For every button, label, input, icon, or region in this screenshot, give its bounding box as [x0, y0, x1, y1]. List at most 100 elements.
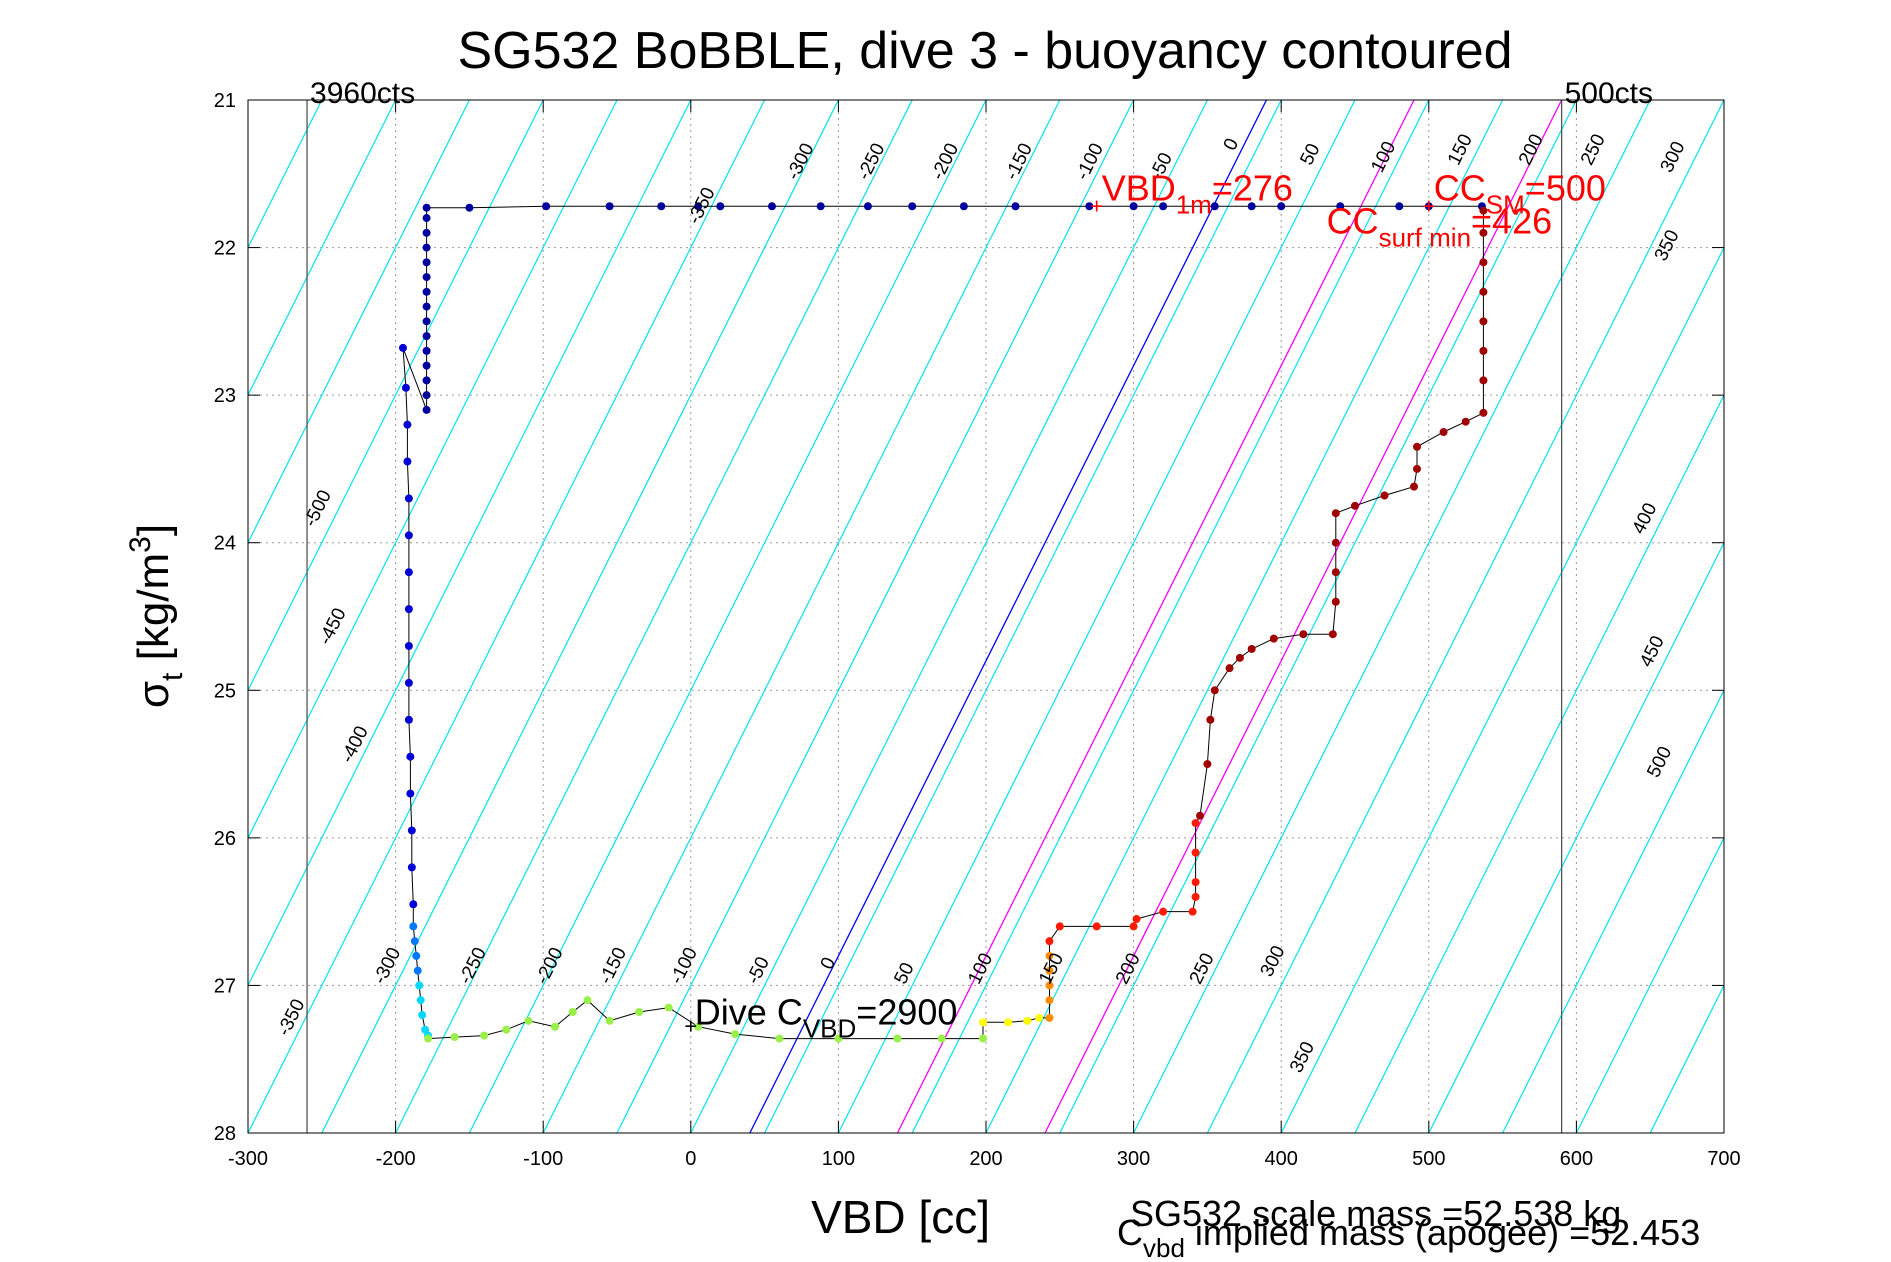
x-tick-label: 100 [822, 1148, 855, 1170]
annotation-label: Dive CVBD=2900 [695, 992, 958, 1044]
trace-point [404, 715, 413, 724]
annotation-subscript: SM [1486, 189, 1525, 219]
annotation-main: CC [1327, 200, 1379, 241]
trace-point [908, 202, 917, 211]
trace-point [407, 863, 416, 872]
trace-point [422, 258, 431, 267]
x-tick-label: 400 [1265, 1148, 1298, 1170]
y-label-symbol: σ [129, 681, 178, 708]
trace-point [1395, 202, 1404, 211]
trace-point [1331, 597, 1340, 606]
x-tick-label: -100 [523, 1148, 563, 1170]
trace-point [422, 317, 431, 326]
contour-line [248, 100, 544, 692]
reference-lines [749, 100, 1563, 1133]
trace-point [1129, 202, 1138, 211]
trace-point [1210, 202, 1219, 211]
trace-point [1247, 202, 1256, 211]
y-tick-label: 26 [214, 828, 236, 850]
trace-point [1191, 878, 1200, 887]
trace-point [605, 1016, 614, 1025]
trace-point [731, 1030, 740, 1039]
trace-point [407, 826, 416, 835]
trace-point [551, 1022, 560, 1031]
trace-point [1479, 206, 1488, 215]
trace-point [1132, 915, 1141, 924]
trace-point [1159, 202, 1168, 211]
trace-point [422, 228, 431, 237]
trace-point [893, 1034, 902, 1043]
contour-line [321, 100, 839, 1133]
trace-point [406, 752, 415, 761]
x-tick-label: 700 [1707, 1148, 1740, 1170]
reference-line [896, 100, 1415, 1133]
x-tick-label: 300 [1117, 1148, 1150, 1170]
contour-line [1059, 100, 1577, 1133]
contour-line [837, 100, 1356, 1133]
contour-line [468, 100, 987, 1133]
annotation-main: Dive C [695, 992, 803, 1033]
trace-point [409, 900, 418, 909]
contour-line [1133, 100, 1651, 1133]
trace-point [863, 202, 872, 211]
trace-point [834, 1034, 843, 1043]
reference-line [749, 100, 1268, 1133]
trace-point [1045, 981, 1054, 990]
trace-point [1210, 686, 1219, 695]
trace-point [1331, 538, 1340, 547]
trace-point [1380, 491, 1389, 500]
contour-line [1428, 541, 1724, 1133]
x-tick-label: 200 [969, 1148, 1002, 1170]
trace-point [1055, 922, 1064, 931]
contour-line [1575, 836, 1724, 1133]
trace-point [422, 273, 431, 282]
annotation-value: =426 [1471, 200, 1552, 241]
annotation-subscript: VBD [803, 1014, 856, 1044]
trace-point [959, 202, 968, 211]
trace-point [422, 346, 431, 355]
trace-point [422, 302, 431, 311]
trace-point [657, 202, 666, 211]
trace-point [524, 1016, 533, 1025]
trace-point [422, 391, 431, 400]
x-tick-label: -300 [228, 1148, 268, 1170]
vbd-limit-label: 500cts [1565, 77, 1653, 110]
annotation-value: =500 [1525, 167, 1606, 208]
annotation-label: CCsurf min=426 [1327, 200, 1553, 252]
x-axis-ticks: -300 -200 -100 0 100 200 300 400 500 600 700 [228, 100, 1741, 1170]
contour-line [248, 100, 397, 397]
trace-point [664, 1003, 673, 1012]
trace-point [502, 1025, 511, 1034]
trace-point [404, 678, 413, 687]
trace-point [1045, 937, 1054, 946]
trace-point [1045, 1013, 1054, 1022]
trace-point [424, 1034, 433, 1043]
trace-point [1247, 644, 1256, 653]
y-label-unit: [kg/m [129, 553, 178, 673]
trace-point [418, 1010, 427, 1019]
trace-point [1439, 428, 1448, 437]
trace-point [422, 376, 431, 385]
trace-point [1412, 464, 1421, 473]
trace-point [694, 202, 703, 211]
trace-point [1269, 634, 1278, 643]
y-label-close: ] [129, 524, 178, 536]
trace-point [1479, 376, 1488, 385]
annotation-main: VBD [1102, 167, 1176, 208]
annotation-marker: + [1090, 193, 1103, 218]
contour-line [1354, 393, 1724, 1133]
trace-point [422, 287, 431, 296]
annotation-subscript: surf min [1379, 222, 1471, 252]
trace-point [415, 981, 424, 990]
trace-point [422, 203, 431, 212]
trace-point [1479, 317, 1488, 326]
x-tick-label: 500 [1412, 1148, 1445, 1170]
contour-line [248, 100, 618, 840]
contour-line [395, 100, 913, 1133]
contour-line [764, 100, 1282, 1133]
trace-point [1479, 258, 1488, 267]
annotation-main: CC [1434, 167, 1486, 208]
y-tick-label: 24 [214, 533, 236, 555]
trace-point [1479, 408, 1488, 417]
